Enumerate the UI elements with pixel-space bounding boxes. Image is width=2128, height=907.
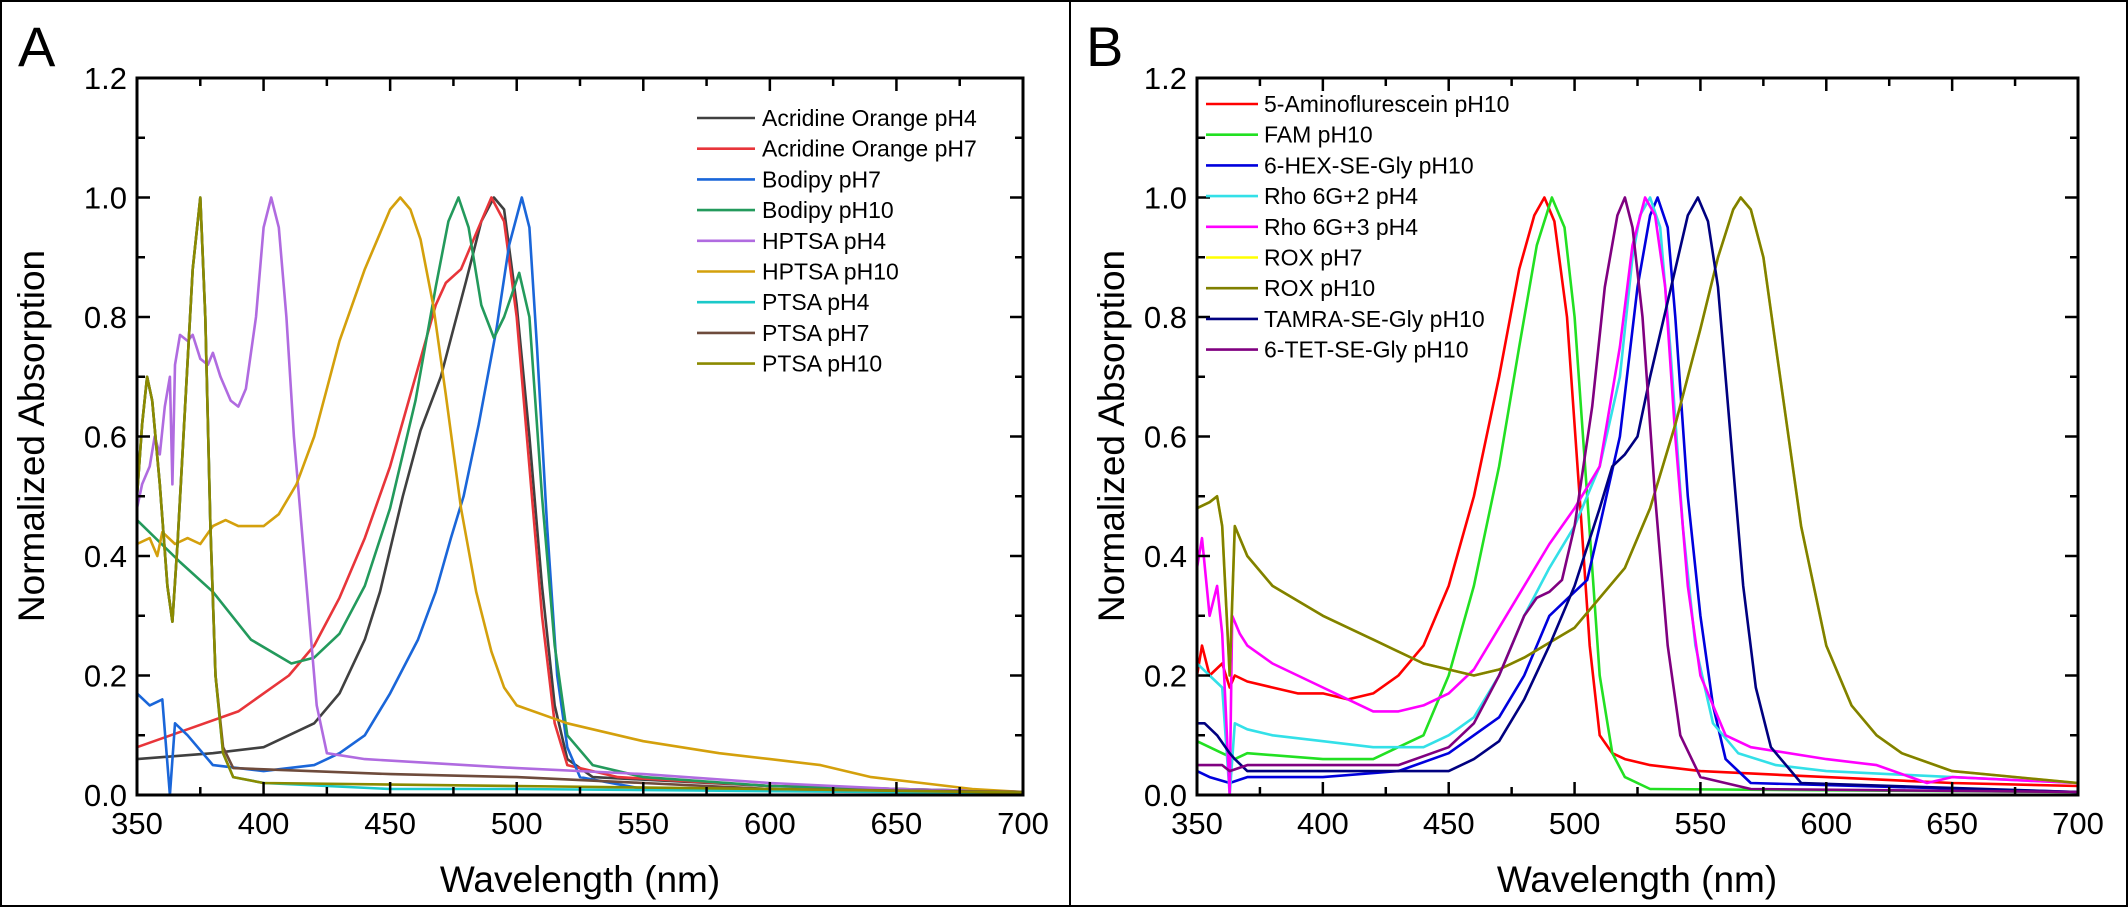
- x-tick-label: 450: [364, 806, 416, 841]
- y-axis-title: Normalized Absorption: [11, 250, 52, 622]
- x-tick-label: 650: [871, 806, 923, 841]
- series-line-rho-6g-3-ph4: [1197, 196, 2078, 795]
- series-line-bodipy-ph7: [137, 196, 1023, 795]
- y-tick-label: 1.2: [1144, 61, 1187, 96]
- series-line-hptsa-ph4: [137, 196, 1023, 794]
- y-tick-label: 1.0: [84, 181, 127, 216]
- x-tick-label: 350: [1171, 806, 1223, 841]
- series-group: [137, 196, 1023, 795]
- legend-label: 5-Aminoflurescein pH10: [1264, 91, 1509, 117]
- legend-item: Bodipy pH7: [697, 166, 881, 192]
- legend-label: ROX pH10: [1264, 275, 1375, 301]
- x-tick-label: 650: [1926, 806, 1978, 841]
- x-tick-label: 450: [1423, 806, 1475, 841]
- series-line-ptsa-ph7: [137, 196, 1023, 794]
- x-tick-label: 500: [491, 806, 543, 841]
- series-line-6-tet-se-gly-ph10: [1197, 196, 2078, 794]
- legend-label: PTSA pH4: [762, 289, 870, 315]
- legend-item: TAMRA-SE-Gly pH10: [1206, 306, 1485, 332]
- series-line-ptsa-ph10: [137, 196, 1023, 794]
- legend-item: Acridine Orange pH4: [697, 105, 977, 131]
- legend-label: Rho 6G+2 pH4: [1264, 183, 1418, 209]
- legend: Acridine Orange pH4 Acridine Orange pH7 Bo…: [697, 105, 977, 377]
- legend-item: 6-HEX-SE-Gly pH10: [1206, 152, 1474, 178]
- legend-item: 5-Aminoflurescein pH10: [1206, 91, 1509, 117]
- legend-item: HPTSA pH4: [697, 228, 886, 254]
- x-tick-label: 400: [238, 806, 290, 841]
- legend-item: Bodipy pH10: [697, 197, 894, 223]
- series-line-hptsa-ph10: [137, 196, 1023, 794]
- legend-label: Bodipy pH10: [762, 197, 894, 223]
- series-line-6-hex-se-gly-ph10: [1197, 196, 2078, 794]
- legend-item: HPTSA pH10: [697, 259, 899, 285]
- legend-item: Rho 6G+2 pH4: [1206, 183, 1418, 209]
- y-tick-label: 0.4: [1144, 539, 1187, 574]
- legend-item: ROX pH7: [1206, 245, 1362, 271]
- series-line-ptsa-ph4: [137, 196, 1023, 795]
- legend-item: Acridine Orange pH7: [697, 136, 977, 162]
- y-tick-label: 0.0: [1144, 778, 1187, 813]
- legend-label: HPTSA pH10: [762, 259, 899, 285]
- legend-item: PTSA pH7: [697, 320, 869, 346]
- x-tick-label: 700: [2052, 806, 2104, 841]
- legend-label: Acridine Orange pH7: [762, 136, 977, 162]
- panel-label: A: [18, 15, 56, 78]
- x-tick-label: 700: [997, 806, 1049, 841]
- y-tick-label: 0.2: [84, 659, 127, 694]
- legend-label: FAM pH10: [1264, 122, 1373, 148]
- legend-item: ROX pH10: [1206, 275, 1375, 301]
- legend-label: Acridine Orange pH4: [762, 105, 977, 131]
- panel-a: A 350 400 450 500 550 600 650 700 0.0 0.2 0.4 0.6 0.8…: [11, 15, 1049, 900]
- legend-label: TAMRA-SE-Gly pH10: [1264, 306, 1485, 332]
- series-line-acridine-orange-ph4: [137, 196, 1023, 794]
- series-line-rox-ph10: [1197, 196, 2078, 785]
- legend-item: Rho 6G+3 pH4: [1206, 214, 1418, 240]
- legend-label: ROX pH7: [1264, 245, 1362, 271]
- y-tick-label: 0.4: [84, 539, 127, 574]
- x-tick-label: 400: [1297, 806, 1349, 841]
- legend-label: 6-HEX-SE-Gly pH10: [1264, 152, 1474, 178]
- legend-label: Bodipy pH7: [762, 166, 881, 192]
- x-axis-title: Wavelength (nm): [1497, 859, 1777, 900]
- y-tick-label: 0.8: [84, 300, 127, 335]
- series-line-5-aminoflurescein-ph10: [1197, 196, 2078, 788]
- legend-label: PTSA pH10: [762, 351, 882, 377]
- series-line-acridine-orange-ph7: [137, 196, 1023, 794]
- legend-label: HPTSA pH4: [762, 228, 886, 254]
- series-line-bodipy-ph10: [137, 196, 1023, 794]
- x-tick-label: 600: [1800, 806, 1852, 841]
- x-tick-label: 350: [111, 806, 163, 841]
- series-group: [1197, 196, 2078, 795]
- legend-item: PTSA pH10: [697, 351, 882, 377]
- y-tick-label: 1.2: [84, 61, 127, 96]
- y-tick-label: 0.6: [84, 420, 127, 455]
- x-tick-label: 600: [744, 806, 796, 841]
- legend-item: 6-TET-SE-Gly pH10: [1206, 337, 1469, 363]
- y-axis-title: Normalized Absorption: [1091, 250, 1132, 622]
- legend-label: 6-TET-SE-Gly pH10: [1264, 337, 1469, 363]
- panel-b: B 350 400 450 500 550 600 650 700 0.0 0.2 0.4 0.6 0.8…: [1086, 15, 2104, 900]
- panel-label: B: [1086, 15, 1123, 78]
- y-tick-label: 1.0: [1144, 181, 1187, 216]
- y-tick-label: 0.8: [1144, 300, 1187, 335]
- x-tick-label: 550: [1675, 806, 1727, 841]
- x-tick-label: 550: [617, 806, 669, 841]
- y-tick-label: 0.2: [1144, 659, 1187, 694]
- x-tick-label: 500: [1549, 806, 1601, 841]
- legend-item: PTSA pH4: [697, 289, 870, 315]
- y-tick-label: 0.6: [1144, 420, 1187, 455]
- legend-label: Rho 6G+3 pH4: [1264, 214, 1418, 240]
- x-axis-title: Wavelength (nm): [440, 859, 720, 900]
- y-tick-label: 0.0: [84, 778, 127, 813]
- series-line-tamra-se-gly-ph10: [1197, 196, 2078, 794]
- legend: 5-Aminoflurescein pH10 FAM pH10 6-HEX-SE-G…: [1206, 91, 1509, 363]
- legend-item: FAM pH10: [1206, 122, 1373, 148]
- legend-label: PTSA pH7: [762, 320, 869, 346]
- series-line-fam-ph10: [1197, 196, 2078, 794]
